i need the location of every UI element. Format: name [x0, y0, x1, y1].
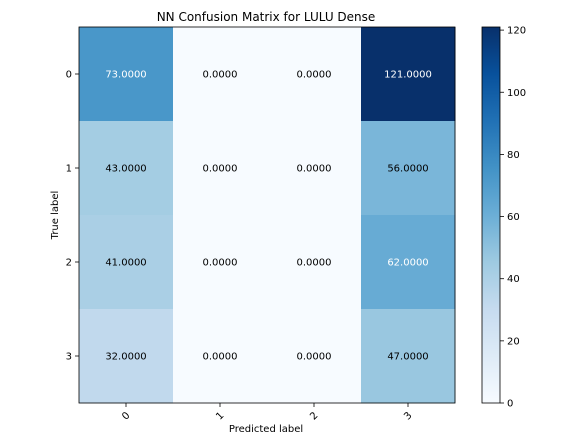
colorbar-ticks: 0 20 40 60 80 100 120 — [500, 26, 526, 410]
cell-label-r3-c1: 0.0000 — [203, 352, 238, 363]
x-tick-label-0: 0 — [120, 410, 132, 422]
colorbar-tick-label-5: 100 — [507, 88, 526, 99]
cell-label-r1-c2: 0.0000 — [297, 164, 332, 175]
y-tick-label-1: 1 — [66, 164, 72, 175]
colorbar — [482, 27, 500, 403]
cell-label-r2-c1: 0.0000 — [203, 258, 238, 269]
x-tick-label-1: 1 — [214, 410, 226, 422]
colorbar-tick-label-6: 120 — [507, 26, 526, 37]
cell-label-r3-c0: 32.0000 — [105, 352, 146, 363]
cell-label-r3-c2: 0.0000 — [297, 352, 332, 363]
y-tick-label-2: 2 — [66, 258, 72, 269]
x-axis-ticks: 0 1 2 3 — [120, 403, 414, 422]
chart-title: NN Confusion Matrix for LULU Dense — [157, 10, 376, 24]
y-tick-label-0: 0 — [66, 70, 72, 81]
cell-label-r3-c3: 47.0000 — [387, 352, 428, 363]
colorbar-tick-label-2: 40 — [507, 274, 520, 285]
y-axis-label: True label — [50, 191, 61, 241]
cell-label-r0-c1: 0.0000 — [203, 70, 238, 81]
cell-label-r2-c3: 62.0000 — [387, 258, 428, 269]
colorbar-tick-label-0: 0 — [507, 399, 513, 410]
cell-label-r2-c0: 41.0000 — [105, 258, 146, 269]
cell-label-r1-c3: 56.0000 — [387, 164, 428, 175]
cell-label-r2-c2: 0.0000 — [297, 258, 332, 269]
cell-label-r0-c3: 121.0000 — [384, 70, 432, 81]
cell-label-r1-c1: 0.0000 — [203, 164, 238, 175]
y-tick-label-3: 3 — [66, 352, 72, 363]
y-axis-ticks: 0 1 2 3 — [66, 70, 79, 363]
colorbar-tick-label-3: 60 — [507, 212, 520, 223]
cell-label-r0-c2: 0.0000 — [297, 70, 332, 81]
colorbar-tick-label-4: 80 — [507, 150, 520, 161]
x-tick-label-2: 2 — [308, 410, 320, 422]
colorbar-tick-label-1: 20 — [507, 336, 520, 347]
cell-label-r1-c0: 43.0000 — [105, 164, 146, 175]
x-tick-label-3: 3 — [402, 410, 414, 422]
heatmap-cells: 73.0000 0.0000 0.0000 121.0000 43.0000 0.0000… — [79, 27, 456, 404]
x-axis-label: Predicted label — [229, 424, 303, 432]
cell-label-r0-c0: 73.0000 — [105, 70, 146, 81]
